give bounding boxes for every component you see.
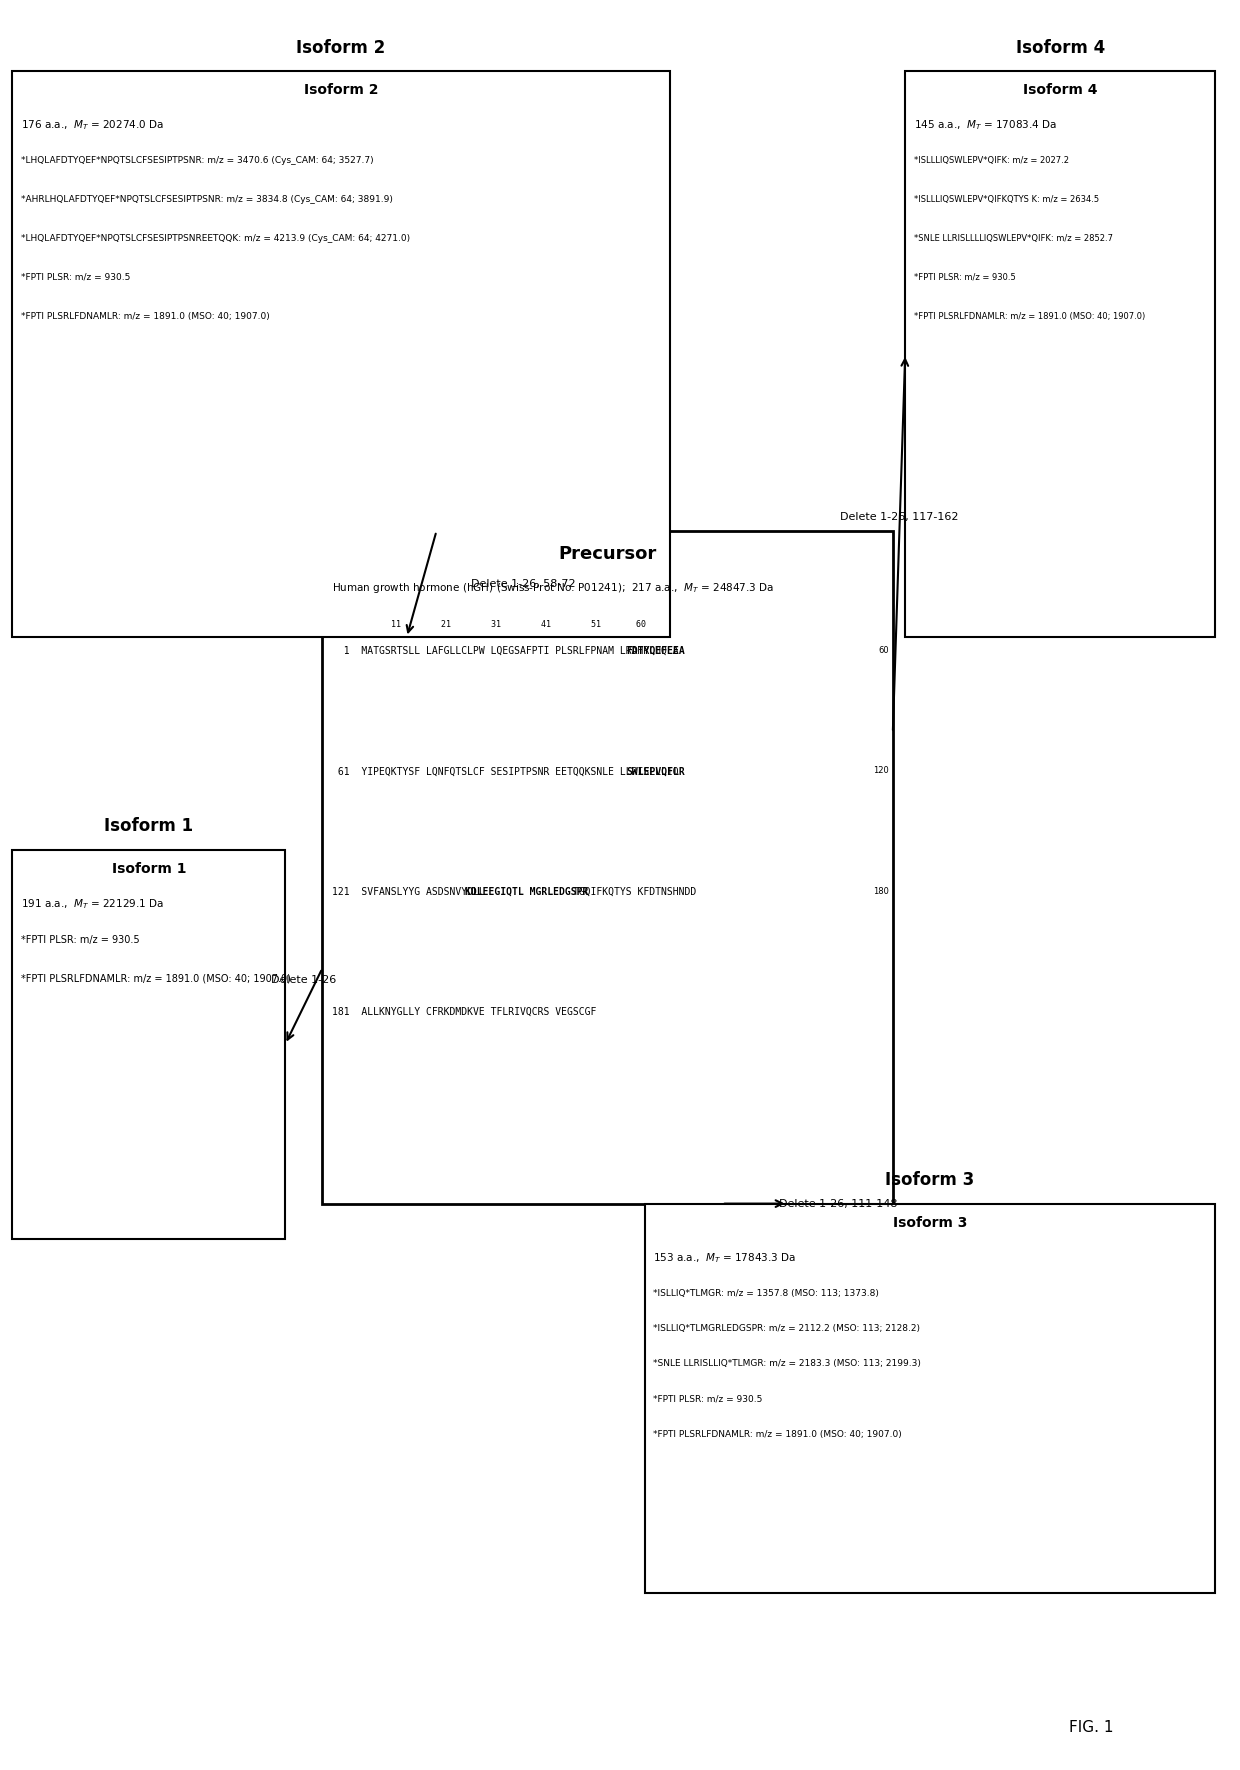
Text: 61  YIPEQKTYSF LQNFQTSLCF SESIPTPSNR EETQQKSNLE LLRISLLLIO: 61 YIPEQKTYSF LQNFQTSLCF SESIPTPSNR EETQ… (332, 766, 684, 777)
Text: *FPTI PLSRLFDNAMLR: m/z = 1891.0 (MSO: 40; 1907.0): *FPTI PLSRLFDNAMLR: m/z = 1891.0 (MSO: 4… (21, 312, 270, 320)
Text: KDLEEGIQTL MGRLEDGSPR: KDLEEGIQTL MGRLEDGSPR (465, 887, 588, 897)
Text: Delete 1-26, 58-72: Delete 1-26, 58-72 (471, 579, 575, 589)
Text: *FPTI PLSRLFDNAMLR: m/z = 1891.0 (MSO: 40; 1907.0): *FPTI PLSRLFDNAMLR: m/z = 1891.0 (MSO: 4… (21, 974, 291, 984)
Text: *SNLE LLRISLLIQ*TLMGR: m/z = 2183.3 (MSO: 113; 2199.3): *SNLE LLRISLLIQ*TLMGR: m/z = 2183.3 (MSO… (653, 1359, 921, 1368)
Text: Isoform 4: Isoform 4 (1023, 83, 1097, 97)
Text: *FPTI PLSRLFDNAMLR: m/z = 1891.0 (MSO: 40; 1907.0): *FPTI PLSRLFDNAMLR: m/z = 1891.0 (MSO: 4… (653, 1430, 903, 1439)
Text: SWLEPVQFLR: SWLEPVQFLR (626, 766, 684, 777)
Text: *ISLLIQ*TLMGRLEDGSPR: m/z = 2112.2 (MSO: 113; 2128.2): *ISLLIQ*TLMGRLEDGSPR: m/z = 2112.2 (MSO:… (653, 1324, 920, 1333)
Text: 181  ALLKNYGLLY CFRKDMDKVE TFLRIVQCRS VEGSCGF: 181 ALLKNYGLLY CFRKDMDKVE TFLRIVQCRS VEG… (332, 1007, 596, 1018)
Text: 121  SVFANSLYYG ASDSNVYDLL: 121 SVFANSLYYG ASDSNVYDLL (332, 887, 491, 897)
Text: Isoform 3: Isoform 3 (893, 1216, 967, 1230)
Bar (905, 71, 1215, 637)
Text: 180: 180 (873, 887, 889, 896)
Text: FDTYQEFEEA: FDTYQEFEEA (626, 646, 684, 657)
Text: Isoform 3: Isoform 3 (885, 1172, 975, 1189)
Text: *FPTI PLSR: m/z = 930.5: *FPTI PLSR: m/z = 930.5 (21, 273, 130, 281)
Bar (12, 71, 670, 637)
Text: 120: 120 (873, 766, 889, 775)
Text: Delete 1-26, 111-148: Delete 1-26, 111-148 (780, 1198, 898, 1209)
Text: 1  MATGSRTSLL LAFGLLCLPW LQEGSAFPTI PLSRLFPNAM LRAHRLHQLA: 1 MATGSRTSLL LAFGLLCLPW LQEGSAFPTI PLSRL… (332, 646, 684, 657)
Text: *SNLE LLRISLLLLIQSWLEPV*QIFK: m/z = 2852.7: *SNLE LLRISLLLLIQSWLEPV*QIFK: m/z = 2852… (914, 234, 1112, 242)
Text: 60: 60 (878, 646, 889, 655)
Text: Isoform 1: Isoform 1 (104, 818, 193, 835)
Text: 176 a.a.,  $\mathit{M_T}$ = 20274.0 Da: 176 a.a., $\mathit{M_T}$ = 20274.0 Da (21, 119, 164, 133)
Text: *LHQLAFDTYQEF*NPQTSLCFSESIPTPSNR: m/z = 3470.6 (Cys_CAM: 64; 3527.7): *LHQLAFDTYQEF*NPQTSLCFSESIPTPSNR: m/z = … (21, 156, 373, 165)
Text: Human growth hormone (hGH) (Swiss-Prot No: P01241);  217 a.a.,  $\mathit{M_T}$ =: Human growth hormone (hGH) (Swiss-Prot N… (332, 581, 775, 595)
Text: *FPTI PLSR: m/z = 930.5: *FPTI PLSR: m/z = 930.5 (21, 935, 140, 945)
Text: 11        21        31        41        51       60: 11 21 31 41 51 60 (391, 620, 646, 628)
Text: *AHRLHQLAFDTYQEF*NPQTSLCFSESIPTPSNR: m/z = 3834.8 (Cys_CAM: 64; 3891.9): *AHRLHQLAFDTYQEF*NPQTSLCFSESIPTPSNR: m/z… (21, 195, 393, 204)
Text: *ISLLIQ*TLMGR: m/z = 1357.8 (MSO: 113; 1373.8): *ISLLIQ*TLMGR: m/z = 1357.8 (MSO: 113; 1… (653, 1289, 879, 1297)
Text: TGQIFKQTYS KFDTNSHNDD: TGQIFKQTYS KFDTNSHNDD (568, 887, 697, 897)
Text: Precursor: Precursor (558, 545, 657, 563)
Bar (322, 531, 893, 1204)
Text: *FPTI PLSR: m/z = 930.5: *FPTI PLSR: m/z = 930.5 (653, 1395, 763, 1404)
Text: 191 a.a.,  $\mathit{M_T}$ = 22129.1 Da: 191 a.a., $\mathit{M_T}$ = 22129.1 Da (21, 897, 164, 912)
Text: Isoform 2: Isoform 2 (304, 83, 378, 97)
Text: *FPTI PLSR: m/z = 930.5: *FPTI PLSR: m/z = 930.5 (914, 273, 1016, 281)
Text: FIG. 1: FIG. 1 (1069, 1720, 1114, 1735)
Text: *FPTI PLSRLFDNAMLR: m/z = 1891.0 (MSO: 40; 1907.0): *FPTI PLSRLFDNAMLR: m/z = 1891.0 (MSO: 4… (914, 312, 1145, 320)
Text: Isoform 2: Isoform 2 (296, 39, 386, 57)
Bar (645, 1204, 1215, 1593)
Text: *ISLLLIQSWLEPV*QIFKQTYS K: m/z = 2634.5: *ISLLLIQSWLEPV*QIFKQTYS K: m/z = 2634.5 (914, 195, 1099, 204)
Text: Delete 1-26, 117-162: Delete 1-26, 117-162 (839, 512, 959, 522)
Text: *LHQLAFDTYQEF*NPQTSLCFSESIPTPSNREETQQK: m/z = 4213.9 (Cys_CAM: 64; 4271.0): *LHQLAFDTYQEF*NPQTSLCFSESIPTPSNREETQQK: … (21, 234, 410, 242)
Text: 153 a.a.,  $\mathit{M_T}$ = 17843.3 Da: 153 a.a., $\mathit{M_T}$ = 17843.3 Da (653, 1251, 796, 1266)
Text: Isoform 1: Isoform 1 (112, 862, 186, 876)
Bar (12, 850, 285, 1239)
Text: Isoform 4: Isoform 4 (1016, 39, 1105, 57)
Text: *ISLLLIQSWLEPV*QIFK: m/z = 2027.2: *ISLLLIQSWLEPV*QIFK: m/z = 2027.2 (914, 156, 1069, 165)
Text: Delete 1-26: Delete 1-26 (272, 975, 336, 984)
Text: 145 a.a.,  $\mathit{M_T}$ = 17083.4 Da: 145 a.a., $\mathit{M_T}$ = 17083.4 Da (914, 119, 1056, 133)
